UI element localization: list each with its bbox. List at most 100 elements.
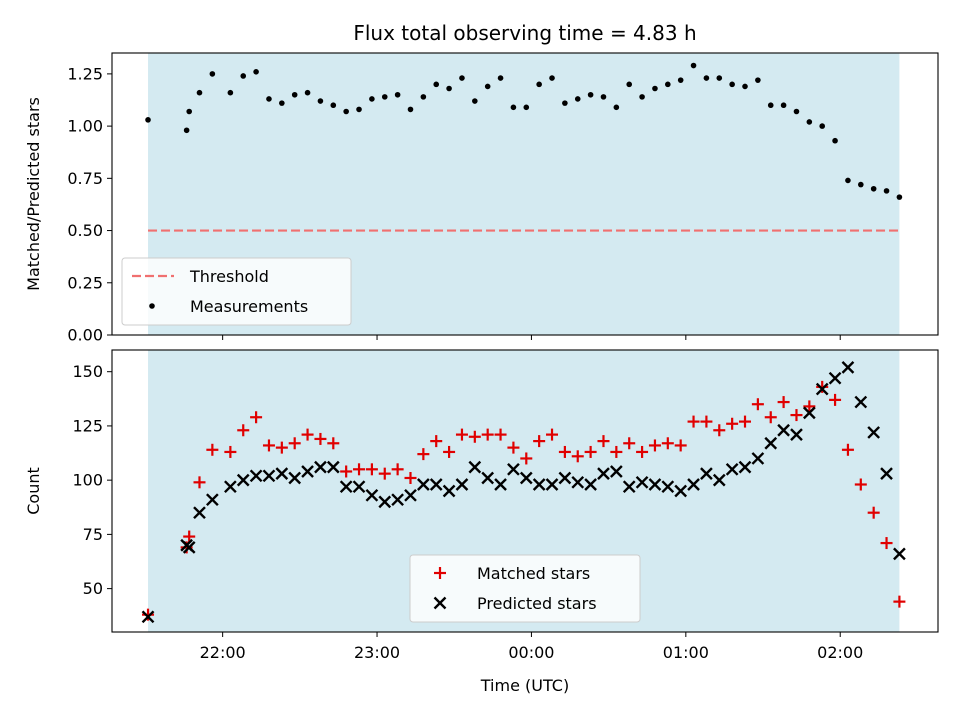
predicted-point (571, 475, 585, 489)
predicted-point (481, 471, 495, 485)
predicted-point (468, 460, 482, 474)
measurement-point (317, 98, 324, 104)
matched-point (790, 409, 803, 422)
matched-point (713, 424, 726, 437)
count-plot-frame (111, 349, 939, 633)
count-legend: Matched stars Predicted stars (409, 554, 641, 623)
predicted-point (674, 484, 688, 498)
predicted-point (224, 480, 237, 494)
predicted-point (339, 480, 353, 494)
measurement-point (279, 100, 285, 106)
predicted-point (455, 478, 469, 491)
predicted-point (442, 484, 456, 498)
predicted-point (712, 473, 726, 487)
predicted-point (802, 406, 816, 420)
predicted-point (815, 382, 829, 396)
predicted-point (326, 460, 340, 474)
predicted-point (854, 395, 868, 409)
predicted-point (365, 488, 379, 502)
legend-predicted-marker (433, 596, 447, 610)
predicted-point (206, 493, 219, 507)
measurement-point (703, 75, 710, 81)
measurement-point (729, 81, 735, 88)
legend-predicted-glyph (433, 596, 447, 610)
matched-point (854, 478, 867, 491)
predicted-point (275, 467, 289, 480)
predicted-point (314, 460, 327, 474)
measurement-point (394, 91, 401, 98)
matched-point (636, 445, 649, 458)
predicted-point (141, 610, 155, 624)
measurement-point (626, 81, 633, 88)
predicted-point (700, 467, 713, 480)
predicted-point (288, 471, 302, 485)
matched-point (661, 437, 674, 450)
measurement-point (510, 104, 517, 111)
x-tick-label: 00:00 (508, 643, 554, 662)
matched-point (301, 428, 314, 441)
measurement-point (186, 108, 192, 115)
measurement-point (883, 188, 890, 194)
top-ytick-label: 0.75 (67, 169, 103, 188)
x-axis-label: Time (UTC) (480, 676, 569, 695)
predicted-point (532, 478, 546, 491)
measurement-point (677, 77, 684, 83)
predicted-point (828, 371, 842, 385)
matched-point (533, 435, 546, 448)
predicted-point (790, 428, 803, 441)
predicted-point (893, 547, 906, 561)
bot-ytick-label: 50 (83, 579, 103, 598)
measurement-point (819, 123, 826, 129)
matched-point (739, 415, 752, 428)
bot-ytick-label: 150 (72, 362, 103, 381)
measurement-point (304, 89, 311, 96)
legend-measurements-marker (149, 303, 155, 309)
matched-point (764, 411, 777, 424)
matched-point (365, 463, 378, 476)
predicted-point (867, 426, 881, 439)
count-y-axis-label: Count (24, 467, 43, 515)
ratio-legend-box (121, 257, 352, 326)
legend-predicted-label: Predicted stars (477, 594, 597, 613)
matched-point (623, 437, 636, 450)
predicted-point (661, 480, 675, 494)
predicted-point (249, 469, 263, 483)
x-tick-label: 22:00 (200, 643, 246, 662)
measurement-point (381, 94, 388, 100)
matched-point (726, 417, 739, 430)
ratio-legend: Threshold Measurements (121, 257, 352, 326)
measurement-point (536, 81, 542, 88)
matched-point (468, 430, 481, 443)
predicted-point (378, 495, 392, 509)
matched-point (687, 415, 700, 428)
matched-point (262, 439, 275, 452)
matched-point (193, 476, 206, 489)
measurement-point (767, 102, 774, 109)
matched-point (571, 450, 584, 463)
matched-point (417, 448, 430, 461)
predicted-point (584, 478, 597, 491)
matched-point (183, 530, 196, 543)
matched-point (142, 608, 155, 621)
matched-point (314, 432, 327, 445)
matched-point (224, 445, 237, 458)
predicted-point (751, 452, 765, 465)
predicted-point (429, 478, 443, 491)
matched-point (610, 445, 623, 458)
predicted-point (738, 460, 752, 474)
matched-point (584, 445, 597, 458)
predicted-point (193, 506, 206, 520)
measurement-point (459, 75, 465, 81)
measurement-point (755, 77, 761, 83)
x-tick-label: 02:00 (817, 643, 863, 662)
measurement-point (549, 75, 555, 81)
measurement-point (613, 104, 620, 111)
matched-point (206, 443, 219, 456)
predicted-point (597, 467, 610, 480)
measurement-point (227, 89, 234, 96)
bot-ytick-label: 100 (72, 471, 103, 490)
matched-point (829, 393, 842, 406)
measurement-point (196, 89, 203, 96)
measurement-point (845, 177, 851, 184)
